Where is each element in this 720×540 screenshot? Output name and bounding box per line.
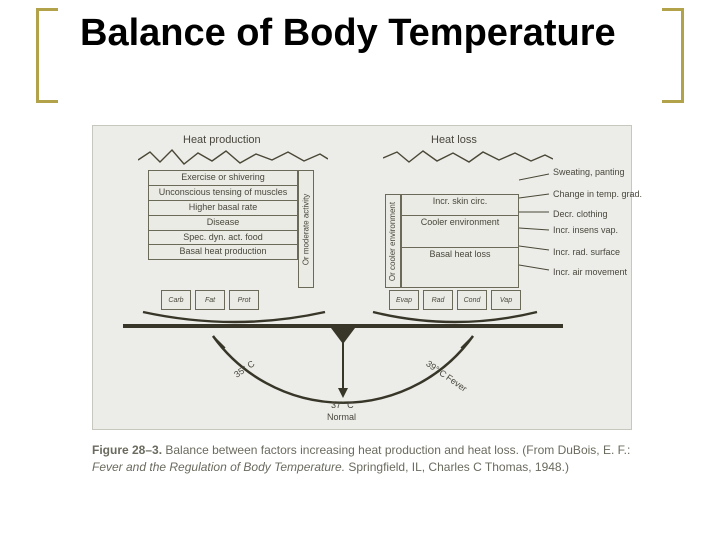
bracket-right-icon <box>662 8 684 103</box>
right-vbar: Or cooler environment <box>385 194 401 288</box>
stack-item: Cooler environment <box>401 216 519 248</box>
jagged-line-right-icon <box>383 146 553 168</box>
title-block: Balance of Body Temperature <box>36 8 684 103</box>
left-vbar: Or moderate activity <box>298 170 314 288</box>
side-label: Change in temp. grad. <box>553 190 642 199</box>
left-stack: Exercise or shivering Unconscious tensin… <box>148 170 298 260</box>
base-cell: Vap <box>491 290 521 310</box>
stack-item: Spec. dyn. act. food <box>148 231 298 246</box>
stack-item: Incr. skin circ. <box>401 194 519 216</box>
side-label: Incr. air movement <box>553 268 627 277</box>
base-cell: Cond <box>457 290 487 310</box>
side-label: Sweating, panting <box>553 168 625 177</box>
page-title: Balance of Body Temperature <box>58 8 662 56</box>
stack-item: Unconscious tensing of muscles <box>148 186 298 201</box>
right-stack: Incr. skin circ. Cooler environment Basa… <box>401 194 519 288</box>
left-vbar-label: Or moderate activity <box>302 193 311 265</box>
base-cell: Prot <box>229 290 259 310</box>
temp-center-label: Normal <box>327 412 356 422</box>
stack-item: Basal heat production <box>148 245 298 260</box>
side-label: Incr. rad. surface <box>553 248 620 257</box>
left-base-row: Carb Fat Prot <box>161 290 259 310</box>
stack-item: Basal heat loss <box>401 248 519 288</box>
base-cell: Fat <box>195 290 225 310</box>
side-label: Incr. insens vap. <box>553 226 618 235</box>
base-cell: Carb <box>161 290 191 310</box>
left-heading: Heat production <box>183 134 261 146</box>
caption-text1: Balance between factors increasing heat … <box>165 443 630 457</box>
right-heading: Heat loss <box>431 134 477 146</box>
stack-item: Exercise or shivering <box>148 170 298 186</box>
temp-center: 37° C <box>331 400 354 410</box>
base-cell: Evap <box>389 290 419 310</box>
jagged-line-left-icon <box>138 146 328 168</box>
side-label: Decr. clothing <box>553 210 608 219</box>
caption-text2: Springfield, IL, Charles C Thomas, 1948.… <box>345 460 569 474</box>
right-vbar-label: Or cooler environment <box>389 201 398 280</box>
bracket-left-icon <box>36 8 58 103</box>
caption-fignum: Figure 28–3. <box>92 443 162 457</box>
figure-caption: Figure 28–3. Balance between factors inc… <box>92 442 632 476</box>
balance-diagram: Heat production Heat loss Exercise or sh… <box>92 125 632 430</box>
caption-italic: Fever and the Regulation of Body Tempera… <box>92 460 345 474</box>
right-base-row: Evap Rad Cond Vap <box>389 290 521 310</box>
base-cell: Rad <box>423 290 453 310</box>
stack-item: Higher basal rate <box>148 201 298 216</box>
stack-item: Disease <box>148 216 298 231</box>
